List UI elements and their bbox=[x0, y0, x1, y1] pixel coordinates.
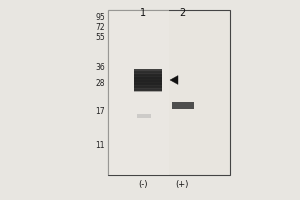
Bar bbox=[134, 89, 162, 91]
Bar bbox=[134, 69, 162, 70]
Text: 28: 28 bbox=[95, 78, 105, 88]
Bar bbox=[134, 80, 162, 81]
Text: 11: 11 bbox=[95, 140, 105, 150]
Bar bbox=[134, 86, 162, 87]
Bar bbox=[134, 76, 162, 77]
Bar bbox=[108, 10, 169, 175]
Text: 1: 1 bbox=[140, 8, 146, 18]
Bar bbox=[134, 85, 162, 86]
Bar bbox=[134, 90, 162, 91]
Bar bbox=[134, 77, 162, 78]
Bar bbox=[137, 114, 151, 118]
Text: 36: 36 bbox=[95, 64, 105, 72]
Text: 55: 55 bbox=[95, 33, 105, 43]
Bar bbox=[134, 80, 162, 82]
Bar bbox=[134, 71, 162, 72]
Bar bbox=[134, 79, 162, 80]
Bar bbox=[134, 83, 162, 84]
Bar bbox=[134, 75, 162, 76]
Bar bbox=[134, 82, 162, 83]
Bar bbox=[134, 84, 162, 85]
Bar bbox=[134, 74, 162, 75]
Bar bbox=[134, 87, 162, 88]
Bar bbox=[108, 10, 230, 175]
Text: (+): (+) bbox=[175, 180, 189, 190]
Text: 72: 72 bbox=[95, 23, 105, 32]
Bar bbox=[134, 73, 162, 74]
Polygon shape bbox=[170, 76, 178, 84]
Bar bbox=[172, 102, 194, 108]
Text: 17: 17 bbox=[95, 108, 105, 116]
Bar bbox=[134, 88, 162, 89]
Bar bbox=[134, 72, 162, 73]
Bar bbox=[134, 74, 162, 76]
Bar bbox=[134, 71, 162, 73]
Bar bbox=[134, 77, 162, 79]
Bar bbox=[134, 69, 162, 91]
Bar bbox=[134, 81, 162, 82]
Text: 2: 2 bbox=[179, 8, 185, 18]
Bar bbox=[134, 89, 162, 90]
Bar bbox=[134, 86, 162, 88]
Text: (-): (-) bbox=[138, 180, 148, 190]
Bar bbox=[134, 78, 162, 79]
Text: 95: 95 bbox=[95, 14, 105, 22]
Bar bbox=[134, 91, 162, 92]
Bar bbox=[134, 83, 162, 85]
Bar bbox=[134, 70, 162, 71]
